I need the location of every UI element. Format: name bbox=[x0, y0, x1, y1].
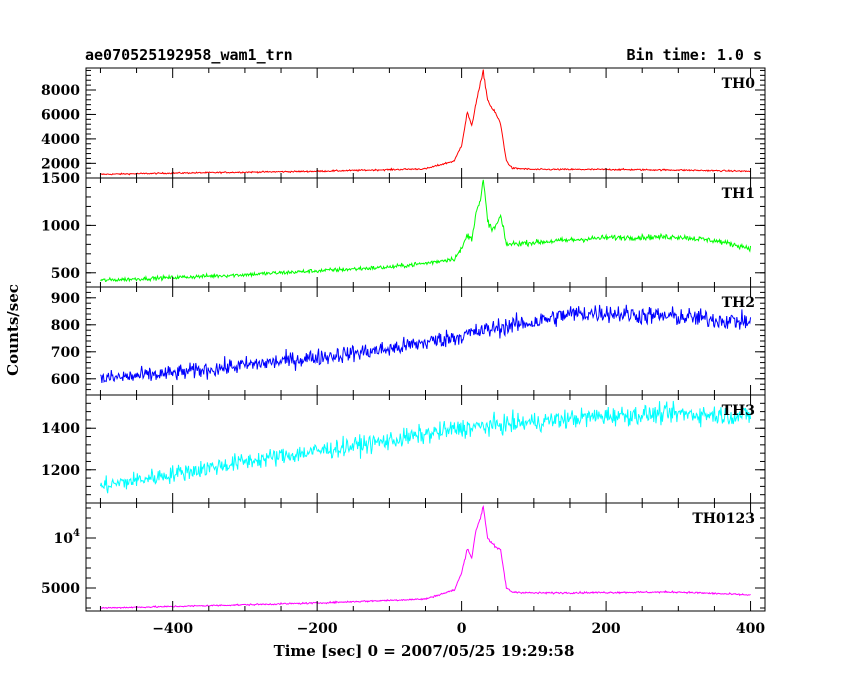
y-tick-label-th3: 1400 bbox=[41, 421, 80, 437]
panel-label-th1: TH1 bbox=[722, 186, 755, 202]
x-tick-label: 200 bbox=[591, 621, 620, 637]
y-tick-label-th0123: 104 bbox=[54, 528, 80, 547]
x-tick-label: 400 bbox=[736, 621, 765, 637]
y-tick-label-th1: 1500 bbox=[41, 171, 80, 187]
y-tick-label-th2: 700 bbox=[51, 345, 80, 361]
observation-title: ae070525192958_wam1_trn bbox=[85, 46, 293, 64]
panel-frame-th3 bbox=[85, 394, 766, 504]
panel-frame-th2 bbox=[85, 286, 766, 396]
y-tick-label-th0123: 5000 bbox=[41, 581, 80, 597]
panel-frame-th1 bbox=[85, 177, 766, 288]
y-tick-label-th2: 900 bbox=[51, 291, 80, 307]
panel-label-th0: TH0 bbox=[722, 76, 756, 92]
panel-label-th3: TH3 bbox=[722, 403, 755, 419]
series-line-th0 bbox=[100, 69, 751, 176]
y-tick-label-th1: 1000 bbox=[41, 218, 80, 234]
y-tick-label-th1: 500 bbox=[51, 266, 80, 282]
panels-group: TH02000400060008000TH150010001500TH26007… bbox=[41, 67, 766, 637]
x-tick-label: −200 bbox=[297, 621, 338, 637]
x-tick-label: −400 bbox=[152, 621, 193, 637]
series-line-th3 bbox=[99, 400, 752, 494]
series-line-th1 bbox=[100, 179, 752, 283]
y-tick-exponent: 4 bbox=[73, 528, 80, 539]
x-axis-label: Time [sec] 0 = 2007/05/25 19:29:58 bbox=[274, 642, 575, 660]
panel-label-th2: TH2 bbox=[722, 295, 755, 311]
x-tick-label: 0 bbox=[457, 621, 467, 637]
y-tick-label-th3: 1200 bbox=[41, 463, 80, 479]
y-tick-label-th0: 4000 bbox=[41, 132, 80, 148]
series-line-th2 bbox=[100, 304, 752, 384]
panel-label-th0123: TH0123 bbox=[692, 511, 755, 527]
panel-frame-th0 bbox=[85, 67, 766, 179]
y-tick-label-th2: 600 bbox=[51, 372, 80, 388]
y-tick-label-th0: 8000 bbox=[41, 83, 80, 99]
y-axis-label: Counts/sec bbox=[4, 284, 22, 376]
y-tick-label-th0: 2000 bbox=[41, 156, 80, 172]
y-tick-label-th0: 6000 bbox=[41, 107, 80, 123]
panel-frame-th0123 bbox=[85, 502, 766, 612]
bin-time-label: Bin time: 1.0 s bbox=[627, 46, 762, 64]
series-line-th0123 bbox=[100, 505, 751, 610]
y-tick-label-th2: 800 bbox=[51, 318, 80, 334]
